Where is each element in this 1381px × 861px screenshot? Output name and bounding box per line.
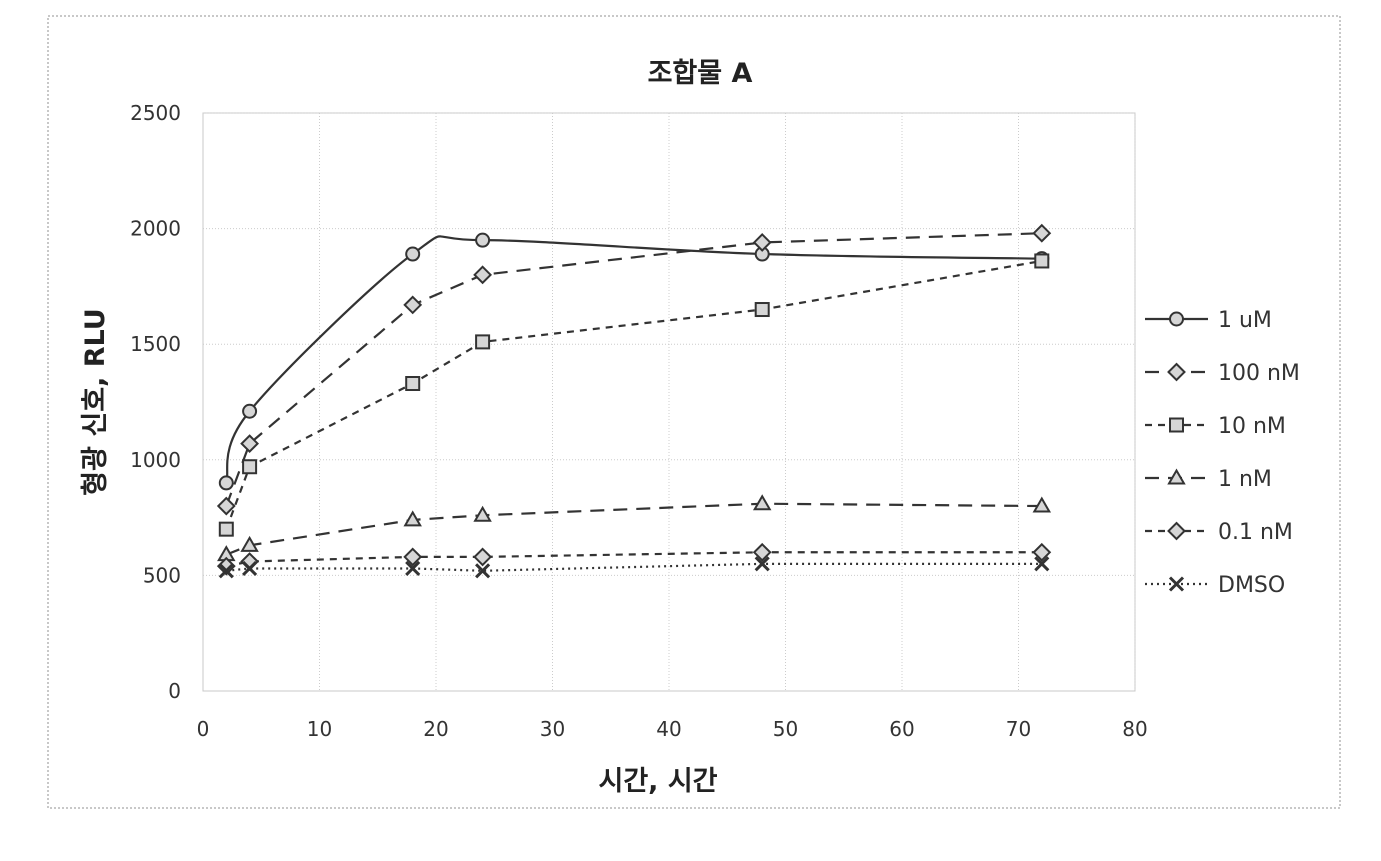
legend: 1 uM 100 nM 10 nM 1 nM 0.1 nM DMSO <box>1145 308 1300 598</box>
data-point <box>218 475 234 491</box>
data-point <box>754 556 770 572</box>
legend-marker <box>1167 362 1186 382</box>
series-layer <box>216 223 1052 579</box>
y-tick-label: 1500 <box>130 332 181 356</box>
x-tick-labels: 0 10 20 30 40 50 60 70 80 <box>197 717 1148 741</box>
series-line <box>225 502 1042 556</box>
data-point <box>405 560 421 577</box>
data-point <box>405 246 421 262</box>
data-point <box>403 510 422 527</box>
y-tick-label: 0 <box>168 679 181 703</box>
data-point <box>242 560 258 577</box>
x-tick-label: 20 <box>423 717 448 741</box>
legend-label: 0.1 nM <box>1218 520 1293 545</box>
data-point <box>752 542 772 562</box>
data-point <box>754 302 770 318</box>
data-point <box>752 233 772 252</box>
data-point <box>1034 556 1050 572</box>
data-point <box>473 265 493 285</box>
data-point <box>752 494 772 511</box>
data-point <box>475 563 491 579</box>
data-point <box>216 496 236 516</box>
legend-marker <box>1167 521 1186 541</box>
series-10-nm <box>218 253 1050 537</box>
data-point <box>1032 496 1052 513</box>
x-tick-label: 80 <box>1122 717 1147 741</box>
data-point <box>1032 542 1052 562</box>
legend-label: DMSO <box>1218 573 1285 598</box>
legend-marker <box>1169 311 1184 327</box>
series-1-nm <box>217 494 1052 562</box>
y-axis-title: 형광 신호, RLU <box>80 308 111 495</box>
legend-marker <box>1169 417 1184 433</box>
x-tick-label: 50 <box>773 717 798 741</box>
legend-marker <box>1167 468 1186 485</box>
data-point <box>405 376 421 392</box>
x-tick-label: 0 <box>197 717 210 741</box>
legend-marker <box>1168 576 1185 592</box>
series-dmso <box>218 556 1050 579</box>
x-tick-label: 30 <box>540 717 565 741</box>
x-tick-label: 60 <box>889 717 914 741</box>
data-point <box>403 295 423 315</box>
y-tick-labels: 0 500 1000 1500 2000 2500 <box>130 101 181 703</box>
data-point <box>1034 253 1050 269</box>
legend-label: 1 uM <box>1218 308 1272 333</box>
data-point <box>218 563 234 579</box>
data-point <box>475 334 491 350</box>
x-axis-title: 시간, 시간 <box>598 766 717 797</box>
y-tick-label: 1000 <box>130 448 181 472</box>
data-point <box>473 547 493 567</box>
series-line <box>225 259 1042 530</box>
data-point <box>475 232 491 248</box>
series-line <box>225 232 1042 507</box>
grid-lines <box>203 112 1136 691</box>
data-point <box>403 547 423 567</box>
data-point <box>1032 223 1052 243</box>
data-point <box>240 434 260 454</box>
chart-title: 조합물 A <box>648 58 753 89</box>
series-100-nm <box>216 223 1052 516</box>
y-tick-label: 500 <box>143 563 181 587</box>
data-point <box>242 459 258 475</box>
legend-label: 10 nM <box>1218 414 1286 439</box>
x-tick-label: 10 <box>307 717 332 741</box>
legend-label: 1 nM <box>1218 467 1272 492</box>
x-tick-label: 70 <box>1006 717 1031 741</box>
y-tick-label: 2500 <box>130 101 181 125</box>
legend-label: 100 nM <box>1218 361 1300 386</box>
data-point <box>473 505 492 522</box>
data-point <box>240 535 259 552</box>
y-tick-label: 2000 <box>130 217 181 241</box>
data-point <box>242 403 258 419</box>
data-point <box>218 521 234 537</box>
x-tick-label: 40 <box>656 717 681 741</box>
series-line <box>226 562 1042 572</box>
